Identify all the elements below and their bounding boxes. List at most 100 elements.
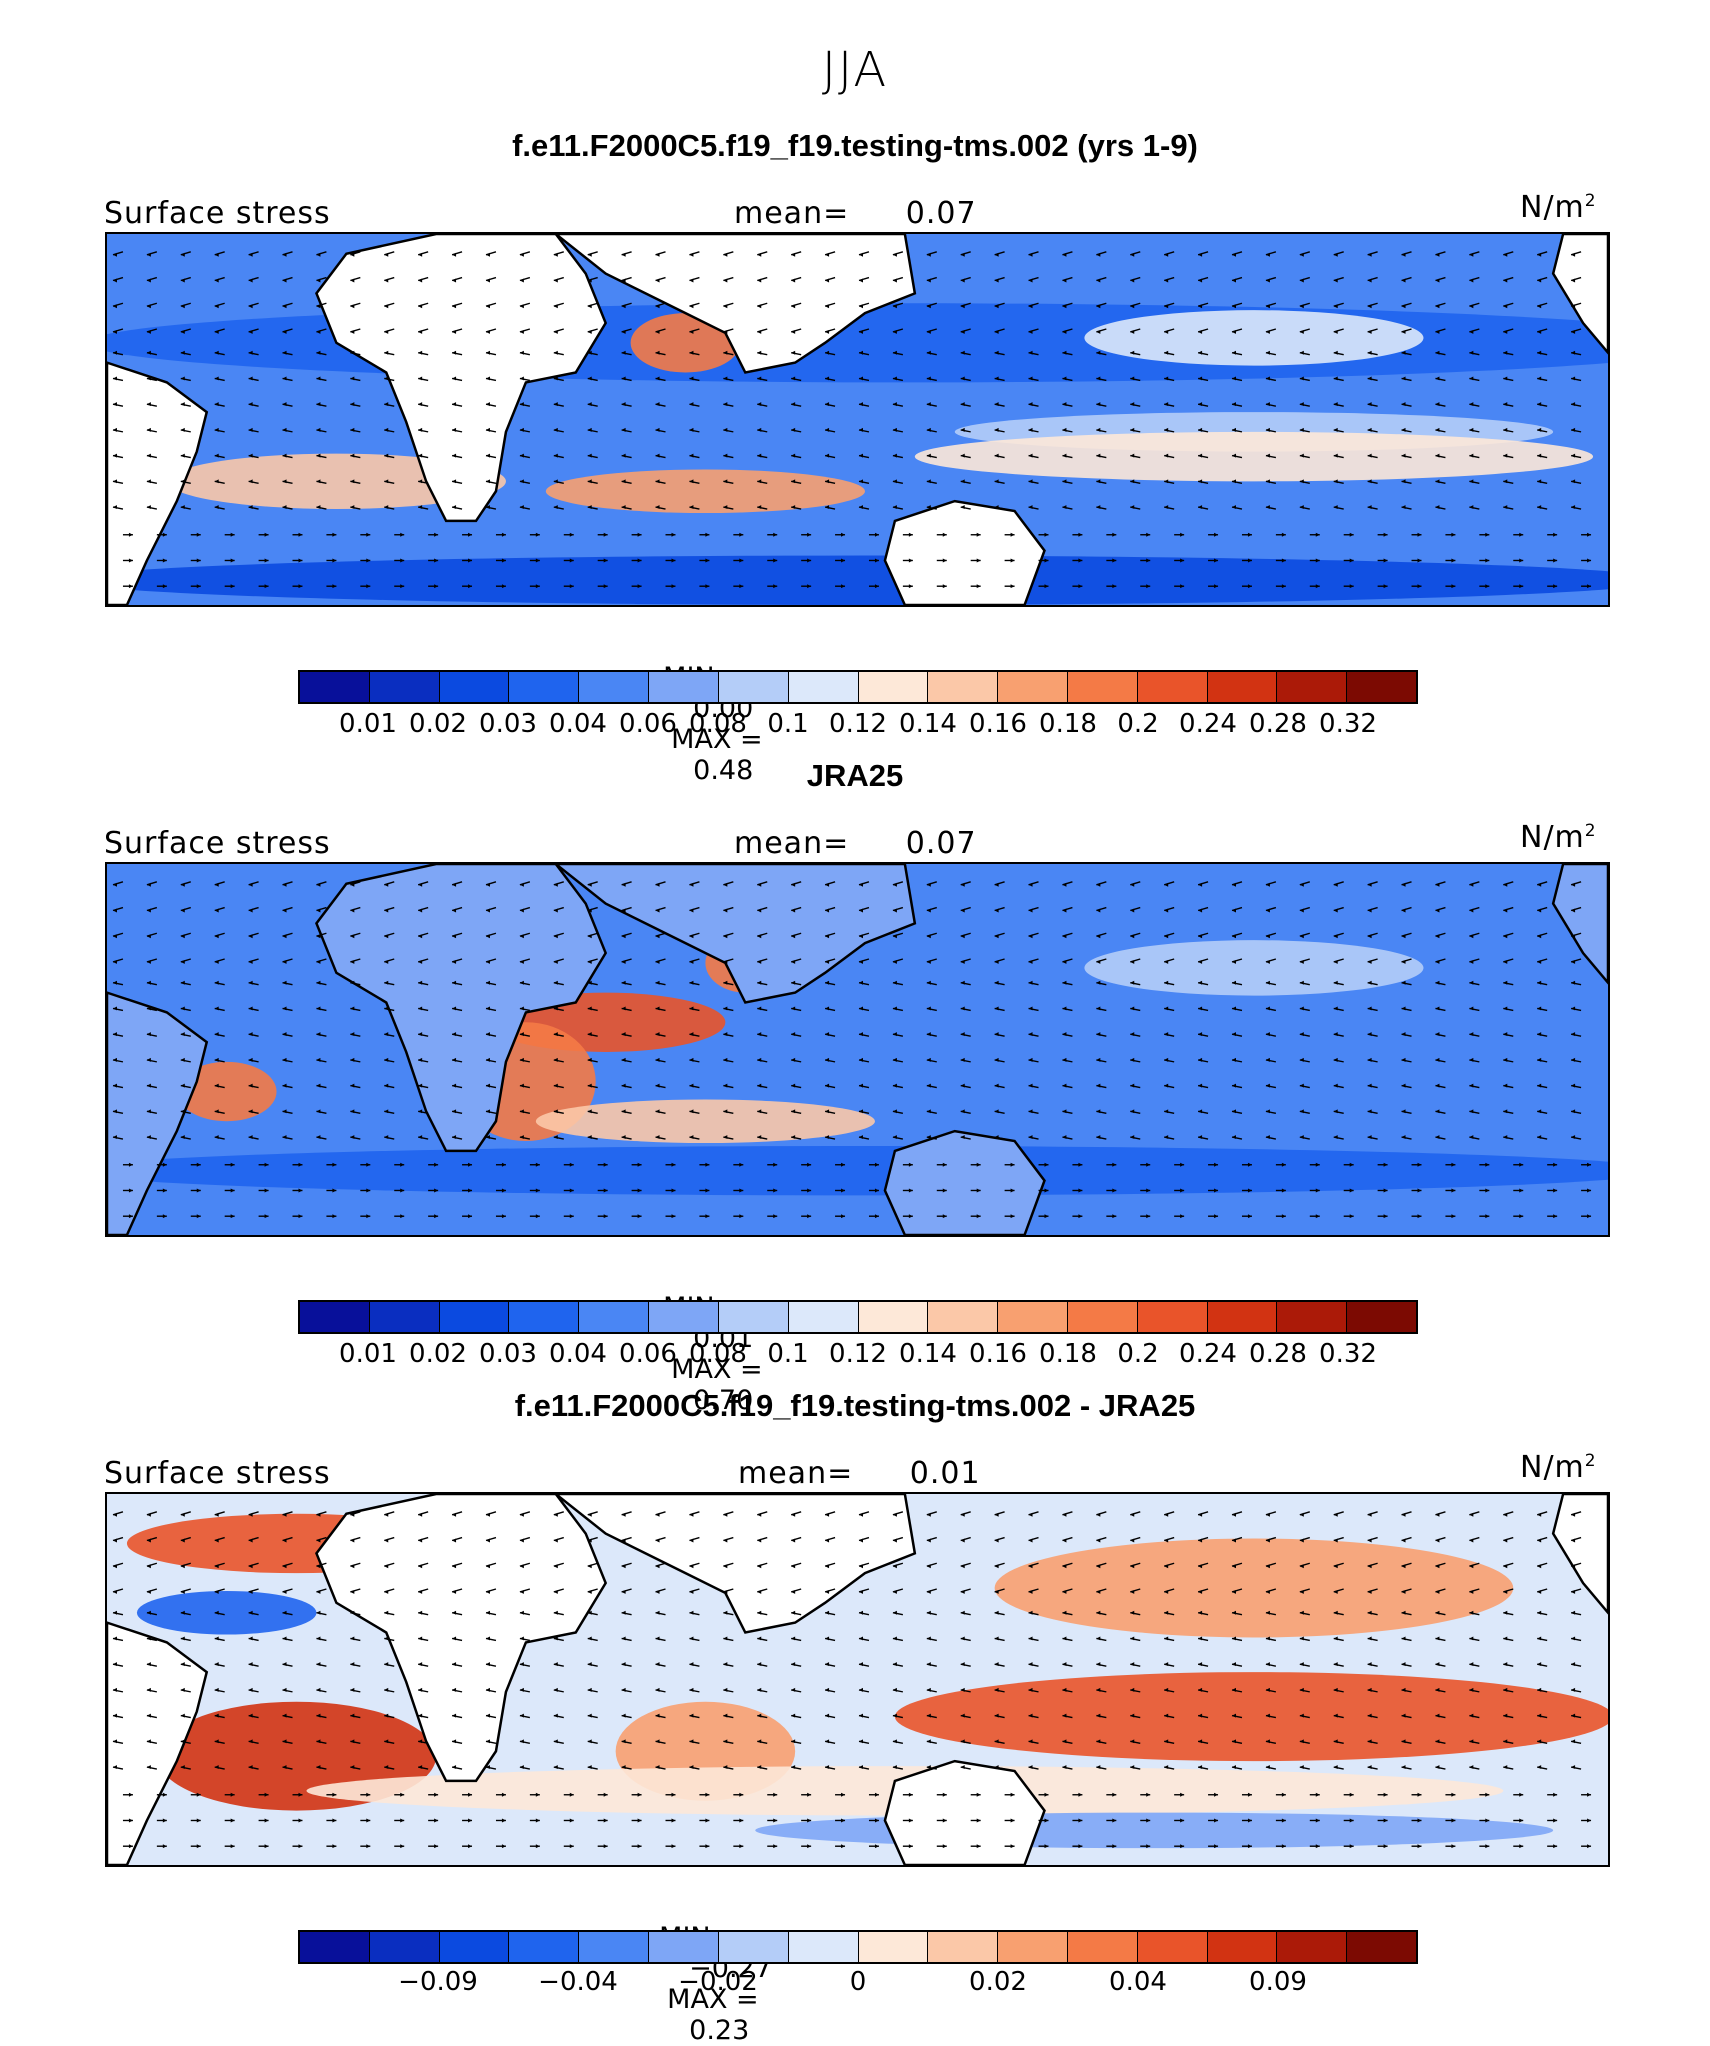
colorbar-tick-label: 0.03 (479, 709, 537, 739)
colorbar-tick-label: 0.28 (1249, 1339, 1307, 1369)
map-canvas (107, 864, 1608, 1235)
colorbar-tick-label: 0.03 (479, 1339, 537, 1369)
colorbar-box (1347, 1302, 1416, 1332)
colorbar (298, 670, 1418, 704)
ocean-band (536, 1099, 875, 1143)
units-text: N/m (1520, 820, 1585, 855)
variable-label: Surface stress (104, 196, 331, 231)
colorbar-box (1277, 1302, 1347, 1332)
colorbar-box (440, 672, 510, 702)
variable-label: Surface stress (104, 1456, 331, 1491)
mean-label-text: mean= (734, 196, 849, 231)
colorbar-box (719, 672, 789, 702)
ocean-band (1084, 310, 1423, 365)
colorbar-tick-label: 0.08 (689, 709, 747, 739)
ocean-band (1084, 940, 1423, 995)
colorbar-tick-label: 0.24 (1179, 709, 1237, 739)
colorbar-tick-label: 0.04 (549, 709, 607, 739)
colorbar-box (579, 672, 649, 702)
colorbar-tick-label: 0.01 (339, 709, 397, 739)
colorbar-tick-label: 0.24 (1179, 1339, 1237, 1369)
colorbar-tick-label: 0.08 (689, 1339, 747, 1369)
units-superscript: 2 (1585, 191, 1597, 211)
colorbar-tick-label: 0.14 (899, 709, 957, 739)
colorbar-box (440, 1302, 510, 1332)
colorbar-tick-label: 0.18 (1039, 1339, 1097, 1369)
ocean-band (915, 432, 1593, 481)
units-superscript: 2 (1585, 821, 1597, 841)
colorbar-box (1068, 1302, 1138, 1332)
mean-label-text: mean= (734, 826, 849, 861)
colorbar-tick-label: 0.32 (1319, 709, 1377, 739)
colorbar-box (649, 1302, 719, 1332)
colorbar-box (928, 1302, 998, 1332)
colorbar-box (789, 1302, 859, 1332)
map-panel-reanalysis (105, 862, 1610, 1237)
mean-label: mean= 0.07 (734, 196, 977, 231)
colorbar-ticks: 0.01 0.02 0.03 0.04 0.06 0.08 0.1 0.12 0.14 0.16 0… (298, 709, 1418, 741)
mean-value: 0.01 (910, 1456, 981, 1491)
colorbar-box (370, 1302, 440, 1332)
ocean-band (107, 556, 1608, 605)
ocean-band (107, 1146, 1608, 1195)
ocean-band (137, 1591, 317, 1635)
colorbar-box (859, 672, 929, 702)
units-label: N/m2 (1520, 1450, 1597, 1485)
colorbar-tick-label: 0.02 (409, 1339, 467, 1369)
colorbar-box (998, 1302, 1068, 1332)
units-text: N/m (1520, 190, 1585, 225)
ocean-band (995, 1539, 1514, 1638)
colorbar-box (928, 672, 998, 702)
colorbar-tick-label: 0.1 (767, 709, 808, 739)
colorbar-tick-label: 0.12 (829, 709, 887, 739)
colorbar-box (1208, 1302, 1278, 1332)
panel-title: f.e11.F2000C5.f19_f19.testing-tms.002 (y… (0, 128, 1710, 164)
map-panel-difference (105, 1492, 1610, 1867)
colorbar-box (998, 672, 1068, 702)
colorbar-box (370, 672, 440, 702)
mean-value: 0.07 (906, 826, 977, 861)
colorbar-tick-label: 0.02 (409, 709, 467, 739)
colorbar-tick-label: 0.18 (1039, 709, 1097, 739)
colorbar-box (859, 1302, 929, 1332)
colorbar-box (1347, 672, 1416, 702)
mean-label: mean= 0.01 (738, 1456, 981, 1491)
units-text: N/m (1520, 1450, 1585, 1485)
ocean-band (546, 469, 865, 513)
colorbar-tick-label: 0.1 (767, 1339, 808, 1369)
colorbar-box (1208, 672, 1278, 702)
colorbar-tick-label: 0.06 (619, 1339, 677, 1369)
colorbar-tick-label: 0.01 (339, 1339, 397, 1369)
colorbar-box (300, 672, 370, 702)
colorbar-box (649, 672, 719, 702)
units-label: N/m2 (1520, 190, 1597, 225)
colorbar-tick-label: 0.14 (899, 1339, 957, 1369)
colorbar-box (1277, 672, 1347, 702)
variable-label: Surface stress (104, 826, 331, 861)
colorbar-tick-label: 0.06 (619, 709, 677, 739)
colorbar-box (579, 1302, 649, 1332)
colorbar-tick-label: 0.16 (969, 1339, 1027, 1369)
colorbar-tick-label: 0.2 (1117, 709, 1158, 739)
colorbar-box (509, 672, 579, 702)
map-canvas (107, 1494, 1608, 1865)
colorbar-box (1138, 672, 1208, 702)
mean-label-text: mean= (738, 1456, 853, 1491)
figure-title: JJA (0, 42, 1710, 98)
colorbar-box (719, 1302, 789, 1332)
colorbar-box (300, 1302, 370, 1332)
colorbar-tick-label: 0.28 (1249, 709, 1307, 739)
colorbar-box (789, 672, 859, 702)
ocean-band (755, 1813, 1553, 1849)
panel-title: JRA25 (0, 758, 1710, 794)
colorbar-box (1138, 1302, 1208, 1332)
units-label: N/m2 (1520, 820, 1597, 855)
colorbar-box (1068, 672, 1138, 702)
units-superscript: 2 (1585, 1451, 1597, 1471)
mean-label: mean= 0.07 (734, 826, 977, 861)
colorbar-tick-label: 0.16 (969, 709, 1027, 739)
colorbar-box (509, 1302, 579, 1332)
mean-value: 0.07 (906, 196, 977, 231)
map-canvas (107, 234, 1608, 605)
